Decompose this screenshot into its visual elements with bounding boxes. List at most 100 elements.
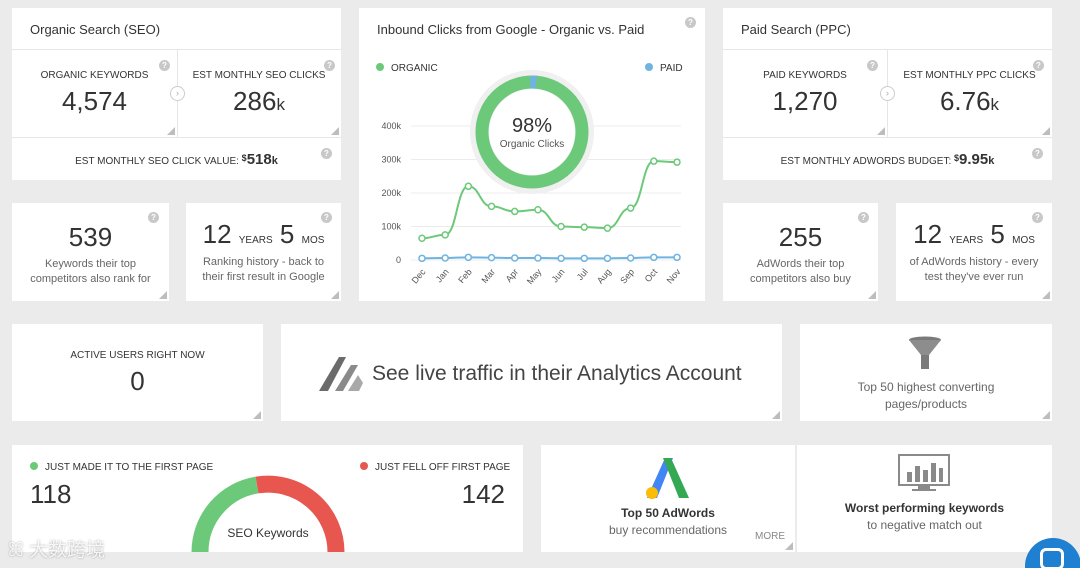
inbound-clicks-chart: 0 100k 200k 300k 400k Dec Jan Feb Mar Apr May Jun Ju… xyxy=(381,70,683,286)
adwords-budget-prefix: $ xyxy=(954,153,960,163)
expand-corner-icon[interactable] xyxy=(1042,291,1050,299)
help-icon[interactable]: ? xyxy=(867,60,878,71)
seo-card: Organic Search (SEO) ORGANIC KEYWORDS 4,… xyxy=(12,8,341,180)
legend-organic-label: ORGANIC xyxy=(391,63,438,74)
seo-competitors-card[interactable]: ? 539 Keywords their top competitors als… xyxy=(12,203,169,301)
organic-keywords-value: 4,574 xyxy=(61,86,128,116)
x-tick-label: Sep xyxy=(618,267,636,286)
chat-bubble-icon xyxy=(1040,548,1064,568)
help-icon[interactable]: ? xyxy=(324,60,335,71)
help-icon[interactable]: ? xyxy=(148,212,159,223)
help-icon[interactable]: ? xyxy=(685,17,696,28)
series-point xyxy=(510,207,519,216)
help-icon[interactable]: ? xyxy=(1033,60,1044,71)
legend-paid-label: PAID xyxy=(660,63,683,74)
expand-corner-icon[interactable] xyxy=(785,542,793,550)
google-ads-logo-icon xyxy=(646,458,689,499)
expand-corner-icon[interactable] xyxy=(159,291,167,299)
series-point xyxy=(441,231,449,239)
inbound-clicks-card: Inbound Clicks from Google - Organic vs.… xyxy=(359,8,705,301)
help-icon[interactable]: ? xyxy=(1032,148,1043,159)
x-tick-label: Nov xyxy=(665,266,683,285)
series-point xyxy=(650,253,658,262)
gauge-fell-arc xyxy=(255,475,345,552)
series-point xyxy=(441,254,449,262)
active-users-card[interactable]: ACTIVE USERS RIGHT NOW 0 xyxy=(12,324,263,421)
ppc-history-mos: 5 xyxy=(990,219,1005,249)
x-tick-label: Jan xyxy=(434,267,451,285)
adwords-budget: EST MONTHLY ADWORDS BUDGET: $9.95k xyxy=(723,151,1052,168)
help-icon[interactable]: ? xyxy=(159,60,170,71)
ppc-card-title: Paid Search (PPC) xyxy=(741,22,851,37)
series-point xyxy=(534,254,542,262)
arrow-right-icon[interactable]: › xyxy=(170,86,185,101)
inbound-clicks-title: Inbound Clicks from Google - Organic vs.… xyxy=(377,22,645,37)
seo-competitors-text: Keywords their top competitors also rank… xyxy=(30,258,151,285)
series-point xyxy=(487,202,496,211)
bar-chart-monitor-icon xyxy=(898,454,950,491)
analytics-card[interactable]: See live traffic in their Analytics Acco… xyxy=(281,324,782,421)
x-tick-label: Jul xyxy=(575,267,590,282)
seo-clicks-value: 286k xyxy=(177,86,341,117)
seo-card-title: Organic Search (SEO) xyxy=(30,22,161,37)
seo-history-card[interactable]: ? 12 YEARS 5 MOS Ranking history - back … xyxy=(186,203,341,301)
x-tick-label: Oct xyxy=(643,266,660,284)
worst-keywords-card[interactable]: Worst performing keywords to negative ma… xyxy=(797,445,1052,552)
y-tick-label: 100k xyxy=(381,222,401,232)
x-tick-label: Jun xyxy=(550,267,567,285)
expand-corner-icon[interactable] xyxy=(868,291,876,299)
adwords-budget-label: EST MONTHLY ADWORDS BUDGET: xyxy=(780,156,952,167)
expand-corner-icon[interactable] xyxy=(331,291,339,299)
adwords-title: Top 50 AdWords xyxy=(621,506,715,520)
series-point xyxy=(464,182,473,191)
x-tick-label: Feb xyxy=(456,267,474,285)
help-icon[interactable]: ? xyxy=(1032,212,1043,223)
ppc-history-card[interactable]: ? 12 YEARS 5 MOS of AdWords history - ev… xyxy=(896,203,1052,301)
x-tick-label: Dec xyxy=(410,266,428,285)
seo-history-years: 12 xyxy=(202,219,232,249)
y-tick-label: 400k xyxy=(381,121,401,131)
expand-corner-icon[interactable] xyxy=(772,411,780,419)
seo-history-mos-unit: MOS xyxy=(301,235,325,246)
expand-corner-icon[interactable] xyxy=(167,127,175,135)
watermark-logo-icon: ꕤ xyxy=(8,540,30,561)
top-converting-card[interactable]: Top 50 highest converting pages/products xyxy=(800,324,1052,421)
gauge-made-arc xyxy=(191,476,259,552)
series-point xyxy=(418,234,426,242)
help-icon[interactable]: ? xyxy=(321,212,332,223)
expand-corner-icon[interactable] xyxy=(331,127,339,135)
more-link[interactable]: MORE xyxy=(755,531,785,542)
expand-corner-icon[interactable] xyxy=(253,411,261,419)
x-tick-label: Aug xyxy=(595,267,613,286)
adwords-card[interactable]: Top 50 AdWords buy recommendations MORE xyxy=(541,445,795,552)
ppc-history-years-unit: YEARS xyxy=(949,235,984,246)
expand-corner-icon[interactable] xyxy=(1042,411,1050,419)
ppc-competitors-card[interactable]: ? 255 AdWords their top competitors also… xyxy=(723,203,878,301)
expand-corner-icon[interactable] xyxy=(1042,127,1050,135)
fell-first-page-value: 142 xyxy=(461,479,505,509)
ppc-history-mos-unit: MOS xyxy=(1012,235,1035,246)
legend-organic: ORGANIC xyxy=(376,63,438,74)
keyword-changes-card[interactable]: JUST MADE IT TO THE FIRST PAGE 118 JUST … xyxy=(12,445,523,552)
donut-label: Organic Clicks xyxy=(499,139,565,150)
help-icon[interactable]: ? xyxy=(858,212,869,223)
ppc-clicks-label: EST MONTHLY PPC CLICKS xyxy=(903,70,1036,81)
legend-paid: PAID xyxy=(645,63,683,74)
seo-divider xyxy=(12,49,341,50)
seo-click-value-number: 518 xyxy=(246,151,272,168)
seo-history-text: Ranking history - back to their first re… xyxy=(202,256,325,283)
seo-click-value-unit: k xyxy=(271,155,278,167)
series-point xyxy=(487,253,496,262)
analytics-text: See live traffic in their Analytics Acco… xyxy=(372,362,742,385)
seo-keywords-gauge xyxy=(191,475,345,552)
series-point xyxy=(603,224,612,232)
arrow-right-icon[interactable]: › xyxy=(880,86,895,101)
seo-clicks-unit: k xyxy=(276,95,285,114)
help-icon[interactable]: ? xyxy=(321,148,332,159)
series-point xyxy=(626,254,635,262)
active-users-label: ACTIVE USERS RIGHT NOW xyxy=(70,350,205,361)
ppc-history-duration: 12 YEARS 5 MOS xyxy=(896,219,1052,250)
series-point xyxy=(673,158,681,166)
seo-clicks-number: 286 xyxy=(233,86,277,116)
expand-corner-icon[interactable] xyxy=(877,127,885,135)
